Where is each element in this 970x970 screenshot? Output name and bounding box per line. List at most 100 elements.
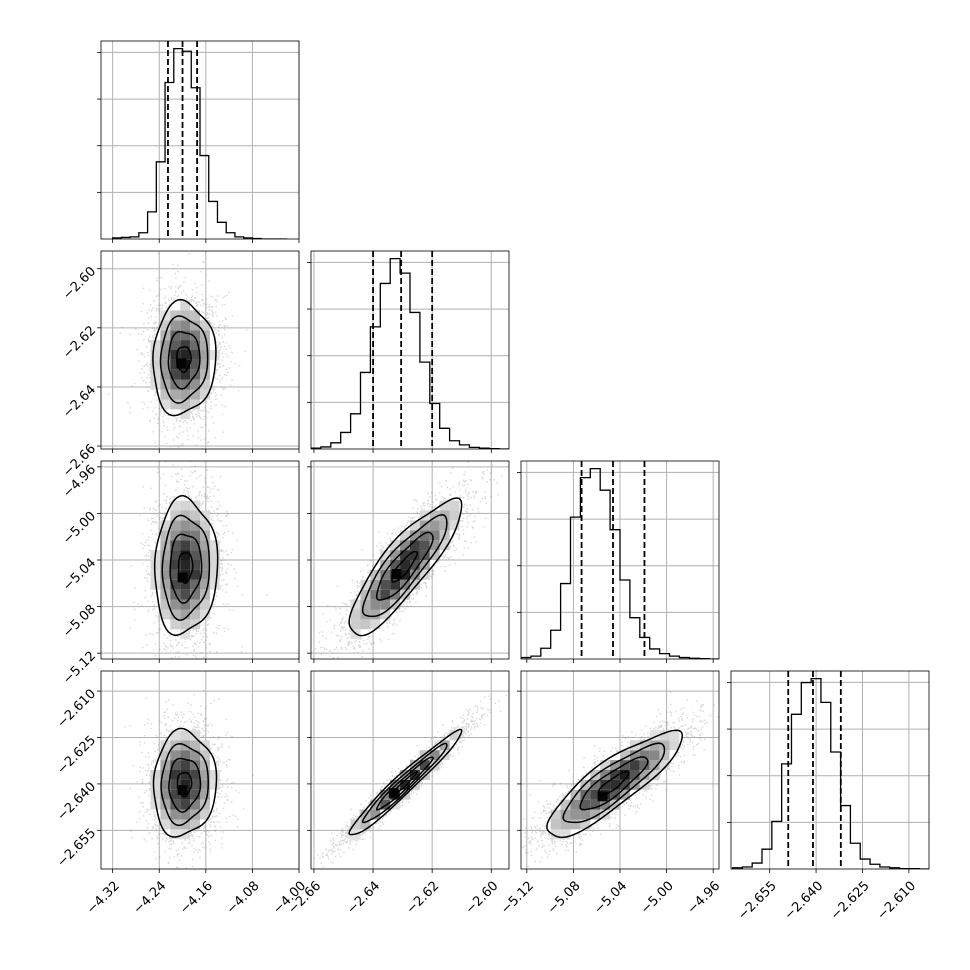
- density-cell: [429, 530, 440, 541]
- density-cell: [170, 779, 181, 790]
- x-tick-label: −4.16: [177, 879, 216, 918]
- density-cell: [160, 809, 171, 820]
- density-cell: [170, 530, 181, 541]
- density-cell: [390, 550, 401, 560]
- density-cell: [200, 609, 210, 620]
- mode-cell: [391, 569, 402, 579]
- density-cell: [180, 389, 191, 400]
- density-cell: [170, 599, 181, 610]
- density-layer: [129, 461, 268, 659]
- density-cell: [350, 619, 361, 630]
- density-cell: [360, 579, 371, 590]
- density-cell: [180, 300, 191, 311]
- density-cell: [190, 399, 200, 410]
- density-cell: [439, 540, 450, 551]
- contour-0: [391, 550, 419, 583]
- density-cell: [190, 819, 200, 830]
- contour-2: [161, 514, 211, 621]
- contour-1: [375, 531, 434, 601]
- density-cell: [209, 579, 220, 590]
- density-cell: [180, 760, 191, 770]
- contour-2: [160, 742, 209, 827]
- density-cell: [190, 560, 200, 570]
- density-cell: [160, 560, 171, 570]
- panels-layer: −4.32 −4.24 −4.16 −4.08 −4.00−2.66 −2.64 −2.62…: [54, 40, 930, 924]
- density-cell: [639, 740, 650, 751]
- density-cell: [170, 809, 181, 820]
- density-cell: [419, 540, 430, 551]
- density-cell: [160, 340, 171, 350]
- y-tick-label: −2.655: [54, 826, 99, 871]
- density-cell: [200, 760, 210, 770]
- x-tick-label: −2.625: [828, 879, 873, 924]
- density-cell: [180, 560, 191, 570]
- density-cell: [200, 750, 210, 761]
- density-cell: [190, 520, 200, 531]
- density-cell: [209, 569, 220, 580]
- density-cell: [639, 770, 650, 780]
- density-cell: [400, 530, 410, 541]
- density-cell: [419, 530, 430, 541]
- density-cell: [160, 520, 171, 531]
- density-cell: [190, 799, 200, 810]
- y-tick-labels: −2.66−2.64−2.62−2.60−5.12−5.08−5.04−5.00…: [54, 264, 99, 870]
- density-cell: [380, 799, 391, 810]
- pair-panel-1-3: [307, 670, 510, 873]
- density-cell: [170, 340, 181, 350]
- density-cell: [180, 799, 191, 810]
- density-cell: [439, 520, 450, 531]
- density-cell: [170, 789, 181, 800]
- density-cell: [170, 569, 181, 580]
- pair-panel-1-2: [307, 460, 510, 663]
- density-cell: [429, 750, 440, 761]
- density-cell: [170, 389, 181, 400]
- density-cell: [410, 569, 420, 580]
- density-cell: [380, 599, 391, 610]
- density-cell: [160, 399, 171, 410]
- pair-panel-0-1: [97, 250, 300, 453]
- hist-panel-0: [97, 40, 300, 243]
- density-cell: [200, 379, 210, 390]
- density-cell: [400, 589, 410, 600]
- density-cell: [560, 819, 571, 830]
- density-cell: [400, 770, 410, 780]
- density-cell: [360, 599, 371, 610]
- density-cell: [180, 609, 191, 620]
- density-cell: [439, 500, 450, 511]
- density-cell: [350, 599, 361, 610]
- hist-layer: [112, 41, 288, 239]
- density-cell: [170, 770, 181, 780]
- density-cell: [150, 770, 161, 780]
- density-cell: [360, 819, 371, 830]
- density-cell: [200, 599, 210, 610]
- density-cell: [170, 399, 181, 410]
- x-tick-label: −4.24: [131, 879, 170, 918]
- density-cell: [180, 350, 191, 360]
- density-cell: [390, 579, 401, 590]
- histogram-0: [112, 47, 288, 239]
- density-cell: [429, 760, 440, 770]
- density-cell: [180, 510, 191, 521]
- density-cell: [390, 540, 401, 551]
- contour-1: [579, 756, 649, 811]
- density-cell: [190, 510, 200, 521]
- density-cell: [560, 829, 571, 840]
- panel-frame: [100, 460, 300, 660]
- density-cell: [200, 740, 210, 751]
- density-cell: [400, 550, 410, 560]
- density-layer: [315, 461, 503, 659]
- density-cell: [649, 770, 660, 780]
- contour-1: [168, 757, 202, 813]
- mode-cell: [177, 785, 188, 796]
- density-cell: [600, 799, 611, 810]
- density-cell: [200, 340, 210, 350]
- density-cell: [190, 619, 200, 630]
- y-tick-label: −5.04: [60, 555, 99, 594]
- density-cell: [180, 520, 191, 531]
- density-cell: [190, 330, 200, 341]
- density-cell: [150, 359, 161, 370]
- density-cell: [190, 730, 200, 741]
- density-cell: [200, 770, 210, 780]
- pair-panel-0-2: [97, 460, 300, 663]
- density-cell: [160, 599, 171, 610]
